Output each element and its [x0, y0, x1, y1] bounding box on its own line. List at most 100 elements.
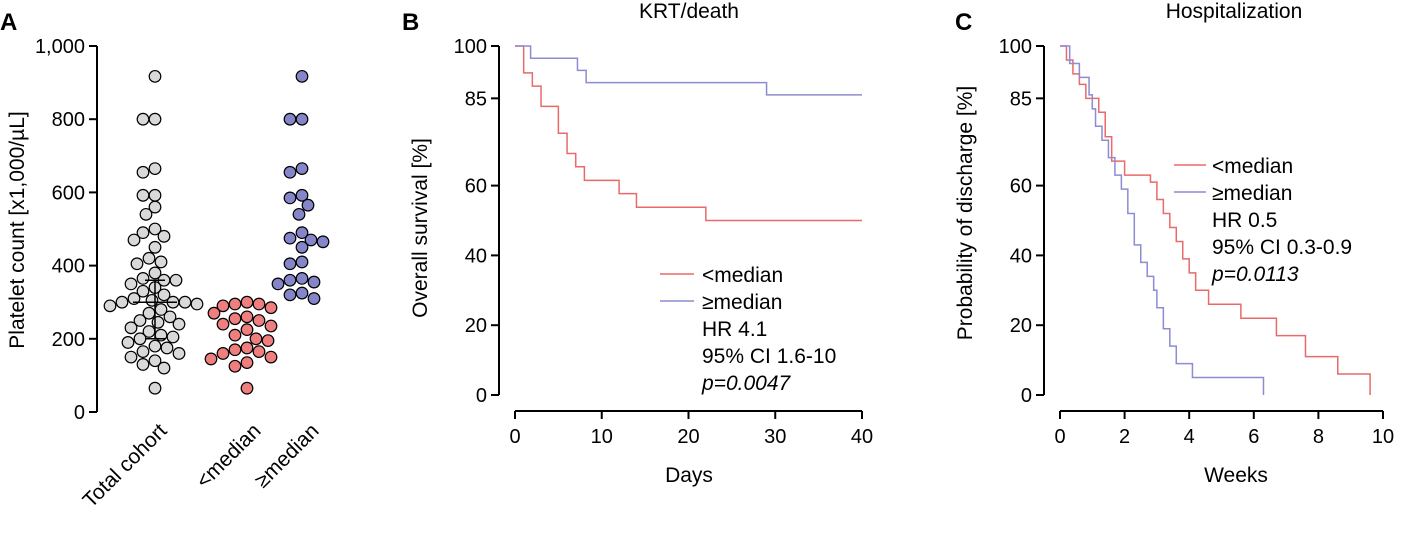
panel-a-ytick-label: 200 [52, 329, 85, 351]
panel-a-point [130, 257, 144, 271]
panel-b-p: p=0.0047 [701, 372, 791, 395]
panel-a-point [264, 350, 278, 364]
panel-c-xtick-label: 2 [1119, 426, 1130, 448]
panel-b-xtick-label: 20 [677, 426, 699, 448]
panel-a-category-label: <median [192, 419, 266, 493]
panel-a-point [295, 272, 309, 285]
panel-a-point [148, 69, 162, 83]
panel-a-point [136, 284, 150, 298]
panel-a-point [207, 306, 221, 320]
panel-b-axes: 0 20 40 60 85 100 0 10 20 30 40 [454, 36, 874, 448]
panel-a-ytick-label: 600 [52, 182, 85, 204]
panel-a-point [127, 292, 141, 305]
panel-b-ytick-label: 0 [476, 385, 487, 407]
panel-a-point [136, 226, 150, 240]
panel-c-xtick-label: 6 [1248, 426, 1259, 448]
panel-b-ylabel: Overall survival [%] [409, 138, 432, 318]
panel-a-point [252, 345, 266, 359]
panel-c-axes: 0 20 40 60 85 100 0 2 4 6 8 10 [999, 36, 1395, 448]
panel-b-xtick-label: 0 [509, 426, 520, 448]
panel-a-point [216, 317, 230, 331]
panel-a-point [240, 295, 254, 309]
panel-c-xtick-label: 4 [1184, 426, 1195, 448]
panel-c-title: Hospitalization [1166, 0, 1303, 23]
panel-a-point [148, 112, 162, 126]
panel-a-point [157, 361, 171, 375]
panel-c-curve-high [1060, 45, 1265, 395]
panel-b-xtick-label: 10 [591, 426, 613, 448]
panel-c-ylabel: Probability of discharge [%] [954, 86, 977, 340]
panel-b-ytick-label: 40 [465, 245, 487, 267]
panel-a-point [295, 162, 309, 176]
panel-a-point [160, 341, 174, 355]
panel-a-point [166, 330, 180, 344]
panel-a-point [264, 319, 278, 333]
panel-a-point [228, 359, 242, 373]
panel-a-point [307, 275, 321, 289]
panel-a: A Platelet count [x1,000/µL] 0 200 400 600 8… [0, 9, 330, 512]
panel-a-point [121, 336, 135, 349]
panel-b-legend-low: <median [702, 264, 783, 287]
panel-a-point [136, 345, 150, 359]
panel-a-point [228, 297, 242, 311]
panel-a-point [283, 288, 297, 302]
panel-a-point [136, 188, 150, 202]
panel-a-point [154, 255, 168, 269]
panel-b-ytick-label: 100 [454, 36, 487, 58]
panel-a-points [103, 69, 330, 395]
panel-c-ytick-label: 85 [1010, 88, 1032, 110]
panel-b-legend-high: ≥median [702, 291, 782, 314]
panel-a-point [307, 292, 321, 305]
panel-a-point [283, 191, 297, 205]
panel-c-ci: 95% CI 0.3-0.9 [1212, 236, 1352, 259]
panel-a-point [139, 207, 153, 221]
panel-a-point [151, 315, 165, 329]
panel-a-category-label: ≥median [250, 419, 323, 492]
panel-c-ytick-label: 100 [999, 36, 1032, 58]
panel-a-point [271, 277, 285, 291]
panel-c-xtick-label: 10 [1372, 426, 1394, 448]
panel-b-ytick-label: 20 [465, 315, 487, 337]
panel-a-point [228, 328, 242, 342]
panel-a-point [115, 295, 129, 309]
panel-c-p: p=0.0113 [1211, 263, 1299, 286]
panel-a-point [178, 295, 192, 309]
panel-c-ytick-label: 40 [1010, 245, 1032, 267]
panel-b-title: KRT/death [639, 0, 739, 23]
panel-a-point [124, 321, 138, 335]
panel-a-point [240, 356, 254, 369]
panel-a-point [136, 272, 150, 285]
panel-a-point [261, 334, 275, 348]
panel-a-point [240, 310, 254, 324]
panel-a-ytick-label: 0 [74, 402, 85, 424]
panel-c-hr: HR 0.5 [1212, 209, 1277, 232]
panel-a-point [172, 347, 186, 360]
panel-a-point [163, 310, 177, 324]
panel-a-point [295, 286, 309, 300]
panel-letter-c: C [955, 9, 972, 36]
panel-a-point [142, 251, 156, 265]
panel-a-point [295, 255, 309, 269]
panel-a-axes: 0 200 400 600 800 1,000 [35, 36, 98, 424]
panel-a-point [148, 381, 162, 395]
panel-letter-b: B [402, 9, 419, 36]
panel-b-ci: 95% CI 1.6-10 [702, 345, 836, 368]
panel-a-point [136, 112, 150, 126]
panel-c-curves [1060, 45, 1371, 395]
panel-a-point [283, 231, 297, 245]
panel-a-point [103, 299, 117, 313]
panel-a-point [264, 301, 278, 315]
panel-a-category-labels: Total cohort <median≥median [79, 419, 324, 512]
panel-a-point [136, 358, 150, 371]
panel-c-xtick-label: 0 [1054, 426, 1065, 448]
panel-a-point [240, 381, 254, 395]
panel-a-point [148, 222, 162, 236]
panel-a-point [124, 350, 138, 364]
panel-a-point [204, 352, 218, 366]
panel-c-legend-high: ≥median [1212, 182, 1292, 205]
panel-c-ytick-label: 20 [1010, 315, 1032, 337]
panel-a-point [252, 297, 266, 311]
panel-a-point [148, 240, 162, 254]
panel-a-point [157, 229, 171, 243]
